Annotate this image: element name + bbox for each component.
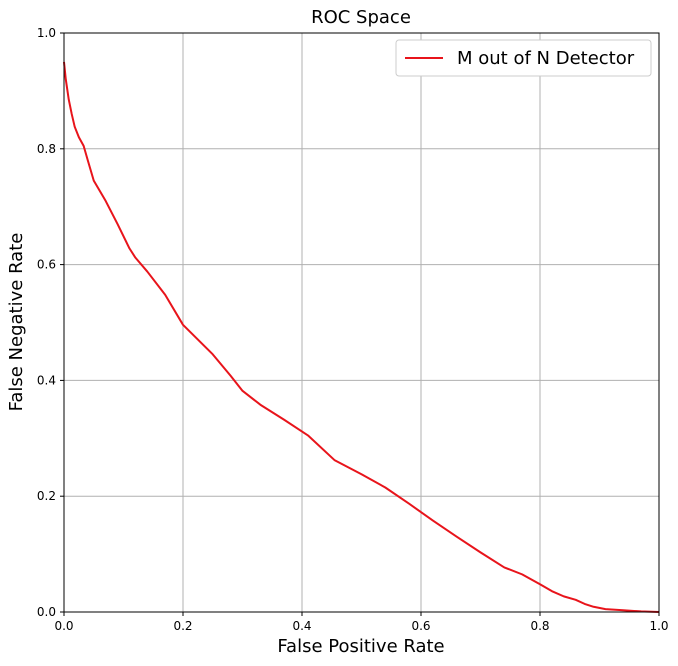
legend-label: M out of N Detector [457, 48, 635, 69]
y-tick-label: 1.0 [37, 26, 56, 40]
grid-lines [63, 32, 660, 613]
legend: M out of N Detector [395, 39, 652, 77]
x-tick-label: 0.0 [54, 619, 73, 633]
x-tick-label: 0.2 [173, 619, 192, 633]
tick-labels: 0.0 0.2 0.4 0.6 0.8 1.0 0.0 0.2 0.4 0.6 0.8 1.0 [37, 26, 669, 633]
tick-marks [60, 32, 660, 616]
x-tick-label: 0.4 [292, 619, 311, 633]
x-tick-label: 0.8 [530, 619, 549, 633]
y-tick-label: 0.6 [37, 258, 56, 272]
y-tick-label: 0.0 [37, 605, 56, 619]
series-group [63, 61, 660, 613]
x-axis-title: False Positive Rate [277, 636, 444, 657]
x-tick-label: 0.6 [411, 619, 430, 633]
y-axis-title: False Negative Rate [6, 233, 27, 412]
plot-frame [63, 32, 660, 613]
y-tick-label: 0.4 [37, 373, 56, 387]
series-line [63, 61, 660, 613]
y-tick-label: 0.2 [37, 489, 56, 503]
x-tick-label: 1.0 [649, 619, 668, 633]
chart-title: ROC Space [311, 7, 411, 28]
legend-box [395, 39, 652, 77]
y-tick-label: 0.8 [37, 142, 56, 156]
